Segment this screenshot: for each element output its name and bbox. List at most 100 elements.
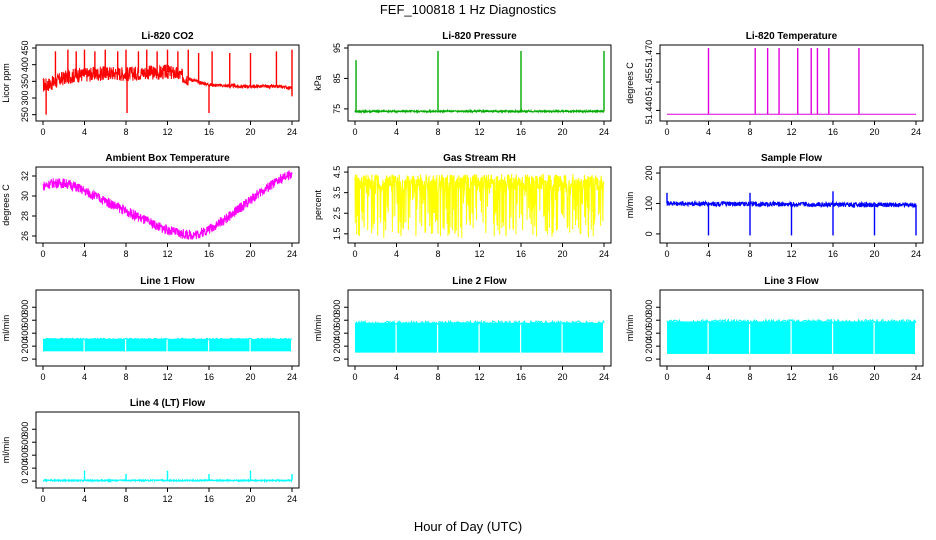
y-tick-label: 200: [20, 461, 30, 476]
y-tick-label: 200: [644, 339, 654, 354]
flow-band: [521, 322, 562, 353]
x-tick-label: 8: [123, 372, 128, 382]
x-tick-label: 20: [245, 249, 255, 259]
panel-title: Line 1 Flow: [140, 276, 195, 287]
y-tick-label: 200: [20, 339, 30, 354]
flow-band: [708, 321, 749, 354]
x-tick-label: 20: [869, 127, 879, 137]
y-tick-label: 800: [20, 300, 30, 315]
y-tick-label: 51.470: [644, 40, 654, 68]
y-tick-label: 0: [644, 357, 654, 362]
x-tick-label: 0: [352, 249, 357, 259]
y-tick-label: 26: [20, 231, 30, 241]
x-tick-label: 4: [82, 127, 87, 137]
flow-band: [874, 321, 915, 354]
panel-1: Li-820 Pressure kPa 0 4 8 12 16 20 24 75 85 95: [313, 31, 612, 137]
y-tick-label: 400: [20, 57, 30, 72]
y-tick-label: 0: [20, 479, 30, 484]
y-tick-label: 3.5: [332, 186, 342, 199]
x-tick-label: 8: [123, 249, 128, 259]
y-tick-label: 51.455: [644, 68, 654, 96]
y-axis-label: ml/min: [1, 315, 11, 342]
flow-band: [126, 339, 167, 352]
y-tick-label: 28: [20, 211, 30, 221]
x-tick-label: 12: [474, 249, 484, 259]
panel-title: Gas Stream RH: [443, 153, 516, 164]
y-axis-label: ml/min: [625, 315, 635, 342]
x-tick-label: 0: [40, 372, 45, 382]
y-tick-label: 32: [20, 171, 30, 181]
x-tick-label: 16: [204, 494, 214, 504]
x-tick-label: 24: [911, 249, 921, 259]
panel-title: Li-820 CO2: [141, 31, 194, 42]
x-tick-label: 24: [287, 249, 297, 259]
y-tick-label: 400: [332, 326, 342, 341]
series-line: [354, 108, 605, 115]
flow-top-edge: [666, 318, 917, 325]
x-tick-label: 4: [394, 372, 399, 382]
panel-title: Sample Flow: [761, 153, 822, 164]
flow-band: [250, 339, 291, 352]
series-line: [42, 169, 293, 240]
y-tick-label: 800: [332, 300, 342, 315]
y-axis-label: ml/min: [313, 315, 323, 342]
y-tick-label: 100: [644, 196, 654, 211]
x-tick-label: 16: [204, 127, 214, 137]
panel-title: Line 4 (LT) Flow: [130, 398, 206, 409]
flow-band: [43, 339, 84, 352]
x-tick-label: 20: [557, 372, 567, 382]
x-tick-label: 20: [869, 372, 879, 382]
flow-top-edge: [42, 337, 293, 341]
series-line: [42, 64, 293, 92]
y-tick-label: 1.5: [332, 228, 342, 241]
series-line: [354, 173, 605, 238]
flow-band: [562, 322, 603, 353]
flow-band: [750, 321, 791, 354]
y-tick-label: 85: [332, 73, 342, 83]
y-tick-label: 30: [20, 191, 30, 201]
x-tick-label: 24: [599, 372, 609, 382]
x-tick-label: 12: [162, 127, 172, 137]
x-tick-label: 4: [82, 249, 87, 259]
panel-4: Gas Stream RH percent 0 4 8 12 16 20 24 1.5 2.5 3.5…: [313, 153, 612, 259]
y-tick-label: 51.440: [644, 97, 654, 125]
y-tick-label: 4.5: [332, 166, 342, 179]
x-tick-label: 8: [435, 372, 440, 382]
x-tick-label: 4: [82, 372, 87, 382]
y-axis-label: degrees C: [625, 62, 635, 104]
flow-band: [791, 321, 832, 354]
x-tick-label: 20: [245, 127, 255, 137]
panel-5: Sample Flow ml/min 0 4 8 12 16 20 24 0 100 200: [625, 153, 924, 259]
x-tick-label: 16: [516, 372, 526, 382]
x-tick-label: 24: [287, 127, 297, 137]
x-tick-label: 12: [786, 372, 796, 382]
x-tick-label: 12: [162, 249, 172, 259]
x-tick-label: 20: [557, 249, 567, 259]
x-tick-label: 16: [516, 249, 526, 259]
x-tick-label: 20: [557, 127, 567, 137]
x-tick-label: 8: [747, 372, 752, 382]
y-tick-label: 0: [644, 231, 654, 236]
y-axis-label: Licor ppm: [1, 63, 11, 103]
panel-title: Li-820 Temperature: [746, 31, 838, 42]
y-tick-label: 600: [20, 313, 30, 328]
x-tick-label: 16: [204, 372, 214, 382]
panel-8: Line 3 Flow ml/min 0 4 8 12 16 20 24 0 20040060080…: [625, 276, 924, 382]
y-tick-label: 200: [332, 339, 342, 354]
x-tick-label: 0: [40, 127, 45, 137]
y-axis-label: ml/min: [625, 192, 635, 219]
x-tick-label: 20: [869, 249, 879, 259]
y-tick-label: 75: [332, 104, 342, 114]
x-tick-label: 4: [706, 127, 711, 137]
y-tick-label: 0: [332, 357, 342, 362]
x-tick-label: 16: [828, 127, 838, 137]
panel-frame: [35, 289, 300, 367]
flow-band: [396, 322, 437, 353]
x-tick-label: 20: [245, 372, 255, 382]
x-tick-label: 12: [162, 494, 172, 504]
y-tick-label: 300: [20, 90, 30, 105]
flow-band: [438, 322, 479, 353]
y-tick-label: 95: [332, 43, 342, 53]
panel-2: Li-820 Temperature degrees C 0 4 8 12 16 20 24 51…: [625, 31, 924, 137]
